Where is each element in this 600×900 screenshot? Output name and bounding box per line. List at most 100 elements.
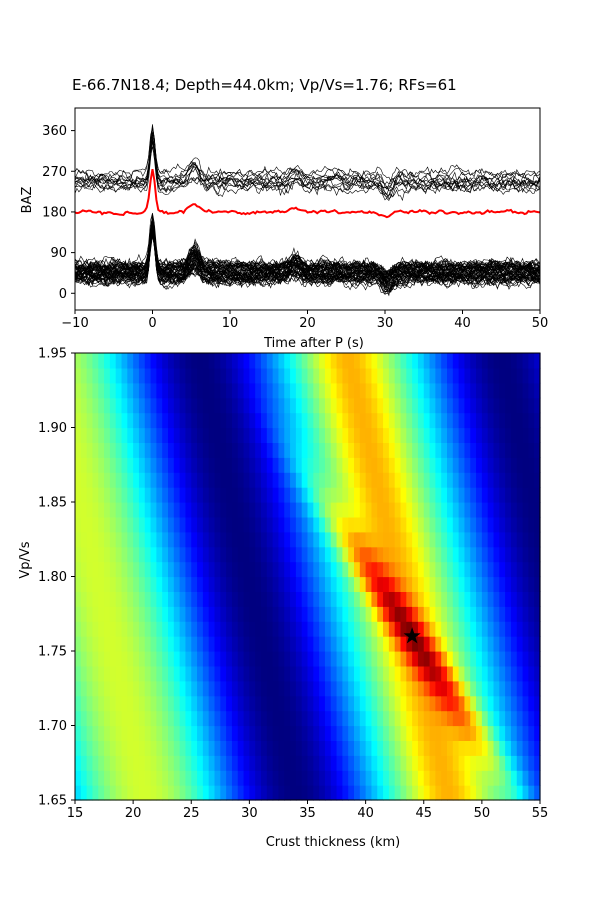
hk-cell — [528, 561, 535, 578]
hk-cell — [156, 353, 163, 369]
hk-cell — [412, 397, 419, 414]
hk-cell — [284, 770, 291, 786]
hk-cell — [481, 502, 489, 518]
hk-cell — [278, 785, 285, 801]
hk-cell — [133, 472, 140, 488]
hk-cell — [441, 680, 448, 697]
hk-cell — [220, 606, 227, 622]
hk-cell — [534, 442, 541, 458]
hk-cell — [150, 651, 157, 667]
hk-cell — [493, 353, 500, 369]
hk-cell — [214, 591, 221, 607]
hk-cell — [388, 412, 396, 429]
hk-cell — [493, 412, 500, 429]
hk-cell — [394, 606, 402, 622]
hk-cell — [104, 367, 111, 384]
hk-cell — [226, 710, 233, 727]
hk-cell — [377, 546, 384, 563]
hk-cell — [359, 770, 367, 786]
hk-cell — [179, 367, 187, 384]
hk-cell — [476, 680, 483, 697]
hk-cell — [400, 382, 407, 399]
hk-cell — [266, 546, 274, 563]
hk-cell — [168, 576, 175, 592]
hk-cell — [319, 665, 326, 682]
hk-cell — [202, 457, 210, 473]
hk-cell — [208, 531, 216, 548]
hk-cell — [342, 561, 349, 578]
hk-cell — [371, 606, 378, 622]
hk-cell — [272, 785, 280, 801]
hk-cell — [185, 353, 192, 369]
hk-cell — [441, 665, 448, 682]
hk-cell — [429, 487, 436, 503]
hk-cell — [313, 367, 320, 384]
hk-cell — [458, 665, 466, 682]
hk-cell — [197, 531, 204, 548]
hk-cell — [354, 472, 361, 488]
hk-cell — [470, 710, 477, 727]
hk-cell — [278, 725, 285, 741]
hk-cell — [86, 785, 94, 801]
hk-cell — [109, 636, 117, 652]
hk-cell — [284, 442, 291, 458]
hk-cell — [417, 770, 425, 786]
hk-cell — [98, 680, 105, 697]
hk-cell — [98, 487, 105, 503]
hk-cell — [138, 710, 146, 727]
hk-cell — [336, 442, 343, 458]
hk-cell — [75, 576, 82, 592]
hk-cell — [214, 636, 221, 652]
hk-cell — [86, 591, 94, 607]
hk-cell — [388, 651, 396, 667]
hk-cell — [202, 755, 210, 771]
hk-cell — [173, 472, 181, 488]
hk-cell — [435, 472, 442, 488]
hk-cell — [470, 502, 477, 518]
hk-cell — [255, 397, 262, 414]
hk-cell — [249, 710, 256, 727]
hk-cell — [394, 487, 402, 503]
hk-cell — [92, 427, 99, 443]
hk-cell — [400, 487, 407, 503]
hk-cell — [394, 472, 402, 488]
hk-cell — [406, 546, 413, 563]
hk-cell — [330, 546, 338, 563]
hk-cell — [493, 427, 500, 443]
hk-cell — [138, 576, 146, 592]
hk-cell — [75, 561, 82, 578]
hk-cell — [528, 427, 535, 443]
hk-cell — [342, 427, 349, 443]
hk-cell — [522, 785, 529, 801]
hk-cell — [80, 755, 88, 771]
hk-cell — [86, 397, 94, 414]
hk-cell — [429, 710, 436, 727]
hk-cell — [423, 427, 431, 443]
hk-cell — [168, 621, 175, 637]
hk-cell — [255, 606, 262, 622]
hk-cell — [464, 367, 471, 384]
rf-trace — [75, 127, 540, 191]
hk-cell — [330, 561, 338, 578]
hk-cell — [354, 665, 361, 682]
hk-cell — [237, 785, 245, 801]
hk-cell — [435, 576, 442, 592]
hk-cell — [214, 561, 221, 578]
hk-cell — [261, 546, 268, 563]
hk-cell — [266, 725, 274, 741]
hk-cell — [86, 725, 94, 741]
hk-cell — [255, 516, 262, 533]
hk-cell — [324, 353, 332, 369]
hk-cell — [342, 367, 349, 384]
hk-cell — [388, 755, 396, 771]
hk-cell — [92, 665, 99, 682]
hk-cell — [261, 591, 268, 607]
hk-cell — [493, 651, 500, 667]
hk-cell — [255, 412, 262, 429]
hk-cell — [307, 397, 314, 414]
hk-cell — [423, 382, 431, 399]
hk-cell — [522, 695, 529, 712]
hk-cell — [272, 770, 280, 786]
hk-cell — [133, 353, 140, 369]
hk-cell — [528, 382, 535, 399]
